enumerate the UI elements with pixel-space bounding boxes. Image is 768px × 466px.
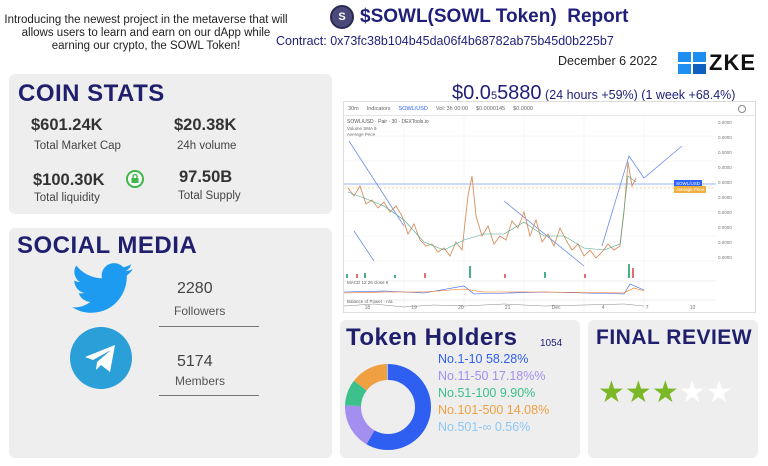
x-tick: 18 <box>364 305 371 311</box>
x-tick: 19 <box>411 305 417 311</box>
holders-legend-item: No.1-10 58.28% <box>438 352 529 366</box>
chart-macd-label: MACD 12 26 close 9 <box>347 280 389 285</box>
y-tick: 0.0000 <box>718 195 732 200</box>
donut-slice-4 <box>345 364 431 450</box>
holders-legend-item: No.501-∞ 0.56% <box>438 420 531 434</box>
report-date: December 6 2022 <box>558 54 658 68</box>
chart-volume-label: Volume SMA 9 <box>347 126 377 131</box>
social-media-panel: SOCIAL MEDIA 2280 Followers 5174 Members <box>9 228 332 458</box>
contract-row: Contract: 0x73fc38b104b45da06f4b68782ab7… <box>276 34 614 48</box>
supply-label: Total Supply <box>178 190 241 202</box>
price-digits: 5880 <box>497 82 542 104</box>
y-tick: 0.0000 <box>718 225 732 230</box>
price-chart-widget[interactable]: 30m Indicators SOWL/USD Vol: 3h 00:00 $0… <box>343 101 756 313</box>
rating-stars: ★ ★ ★ ★ ★ <box>598 378 733 408</box>
report-header: S $SOWL(SOWL Token) Report <box>330 4 628 30</box>
candlestick-plot <box>344 116 716 312</box>
final-review-panel: FINAL REVIEW ★ ★ ★ ★ ★ <box>588 320 758 458</box>
chart-average-label: Average Price <box>347 132 376 137</box>
final-review-title: FINAL REVIEW <box>596 326 753 349</box>
holders-legend-item: No.51-100 9.90% <box>438 386 536 400</box>
star-empty-icon: ★ <box>705 376 733 409</box>
y-tick: 0.0000 <box>718 135 732 140</box>
price-main: $0.0 <box>452 82 491 104</box>
x-tick: 20 <box>458 305 464 311</box>
zke-mark-icon <box>678 52 706 74</box>
star-empty-icon: ★ <box>678 376 706 409</box>
x-tick: 10 <box>689 305 696 311</box>
brand-name: ZKE <box>709 50 756 75</box>
price-zero-count: 5 <box>490 90 498 102</box>
zke-logo: ZKE <box>678 50 756 76</box>
star-filled-icon: ★ <box>651 376 679 409</box>
twitter-count: 2280 <box>177 280 213 297</box>
donut-slice-1 <box>345 364 431 450</box>
telegram-count: 5174 <box>177 353 213 370</box>
token-holders-panel: Token Holders 1054 No.1-10 58.28% No.11-5… <box>340 320 580 458</box>
chart-settings-icon[interactable] <box>738 105 746 113</box>
telegram-icon[interactable] <box>70 327 132 389</box>
y-tick: 0.0000 <box>718 210 732 215</box>
contract-label: Contract: <box>276 34 327 48</box>
liquidity-value: $100.30K <box>33 171 105 189</box>
toolbar-pair[interactable]: SOWL/USD <box>398 105 428 112</box>
x-tick: 21 <box>504 305 511 311</box>
holders-legend-item: No.101-500 14.08% <box>438 403 550 417</box>
liquidity-label: Total liquidity <box>34 192 100 204</box>
holders-donut-chart <box>345 364 431 450</box>
intro-text: Introducing the newest project in the me… <box>4 14 288 52</box>
toolbar-interval[interactable]: 30m <box>348 105 359 112</box>
chart-balance-label: Balance of Power · n/a <box>347 299 393 304</box>
coin-stats-panel: COIN STATS $601.24K Total Market Cap $20… <box>9 74 332 214</box>
telegram-divider <box>159 395 259 396</box>
chart-y-axis: 0.0000 0.0000 0.0000 0.0000 0.0000 0.000… <box>718 120 754 260</box>
sowl-logo-icon: S <box>330 5 354 29</box>
telegram-label: Members <box>175 374 226 388</box>
contract-address[interactable]: 0x73fc38b104b45da06f4b68782ab75b45d0b225… <box>330 34 614 48</box>
report-title: $SOWL(SOWL Token) Report <box>360 6 629 27</box>
y-tick: 0.0000 <box>718 120 732 125</box>
y-tick: 0.0000 <box>718 240 732 245</box>
y-tick: 0.0000 <box>718 255 732 260</box>
x-tick: 4 <box>601 305 605 311</box>
lock-icon <box>126 170 144 188</box>
star-filled-icon: ★ <box>598 376 625 409</box>
chart-x-axis: 18 19 20 21 Dec 4 7 10 <box>344 305 716 311</box>
toolbar-indicators[interactable]: Indicators <box>366 105 391 112</box>
price-change: (24 hours +59%) (1 week +68.4%) <box>545 88 736 102</box>
toolbar-volume: Vol: 3h 00:00 <box>435 105 469 112</box>
holders-legend: No.1-10 58.28% No.11-50 17.18%% No.51-100 … <box>438 352 549 437</box>
token-holders-title: Token Holders <box>346 324 518 351</box>
twitter-divider <box>159 326 259 327</box>
market-cap-label: Total Market Cap <box>34 140 121 152</box>
chart-price-tag-1: SOWL/USD <box>674 180 703 187</box>
toolbar-high: $0.0000145 <box>476 105 506 112</box>
twitter-icon[interactable] <box>72 262 134 316</box>
chart-pair-label: SOWL/USD · Pair · 30 · DEXTools.io <box>347 119 429 125</box>
coin-stats-title: COIN STATS <box>18 80 165 107</box>
holders-legend-item: No.11-50 17.18%% <box>438 369 546 383</box>
x-tick: Dec <box>551 305 561 311</box>
chart-price-tag-2: Average Price <box>674 186 707 193</box>
y-tick: 0.0000 <box>718 180 732 185</box>
social-media-title: SOCIAL MEDIA <box>17 232 198 259</box>
y-tick: 0.0000 <box>718 165 732 170</box>
star-filled-icon: ★ <box>624 376 652 409</box>
volume-value: $20.38K <box>174 116 237 134</box>
market-cap-value: $601.24K <box>31 116 103 134</box>
volume-label: 24h volume <box>177 140 237 152</box>
y-tick: 0.0000 <box>718 150 732 155</box>
supply-value: 97.50B <box>179 168 233 186</box>
x-tick: 7 <box>645 305 649 311</box>
holders-count: 1054 <box>540 338 563 349</box>
chart-toolbar: 30m Indicators SOWL/USD Vol: 3h 00:00 $0… <box>344 102 755 116</box>
toolbar-low: $0.0000 <box>513 105 533 112</box>
twitter-label: Followers <box>174 304 226 318</box>
price-display: $0.055880 (24 hours +59%) (1 week +68.4%… <box>452 82 735 105</box>
